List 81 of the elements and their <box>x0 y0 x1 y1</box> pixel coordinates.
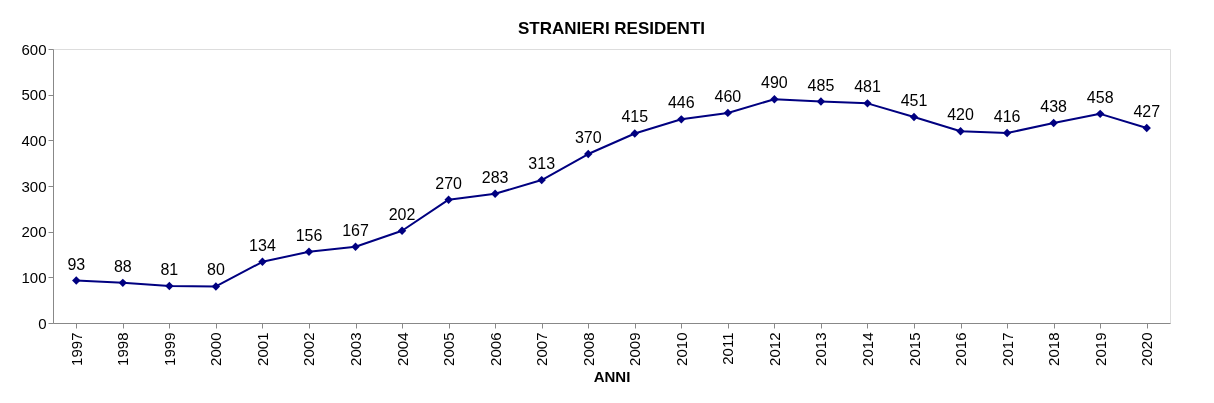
data-label: 156 <box>295 226 323 244</box>
x-tick-label: 2006 <box>486 332 504 366</box>
point <box>304 247 314 256</box>
point <box>956 127 965 136</box>
x-tick-label: 2011 <box>719 332 737 365</box>
point <box>1142 123 1151 133</box>
data-label: 93 <box>67 255 86 273</box>
x-tick-label: 2018 <box>1045 332 1063 366</box>
point <box>1002 128 1012 138</box>
point <box>816 97 826 106</box>
chart-title: STRANIERI RESIDENTI <box>517 19 706 38</box>
data-label: 427 <box>1133 103 1161 120</box>
y-tick-label: 300 <box>21 177 47 195</box>
point <box>258 257 267 266</box>
data-label: 313 <box>528 155 556 173</box>
data-label: 81 <box>160 261 179 279</box>
point <box>1049 118 1058 128</box>
data-label: 134 <box>249 236 276 254</box>
x-tick-label: 2002 <box>300 332 318 366</box>
data-label: 481 <box>854 78 881 96</box>
x-tick-label: 1997 <box>67 332 85 366</box>
y-tick-label: 100 <box>21 268 47 286</box>
data-label: 446 <box>667 94 695 112</box>
x-tick-label: 2010 <box>672 332 690 366</box>
y-tick-label: 0 <box>38 314 47 332</box>
data-label: 451 <box>900 92 928 110</box>
point <box>490 189 500 198</box>
x-tick-label: 2003 <box>347 332 365 366</box>
x-tick-label: 2017 <box>998 332 1016 366</box>
y-tick-label: 400 <box>21 131 47 149</box>
y-tick-label: 500 <box>21 86 47 104</box>
point <box>351 242 360 251</box>
point <box>165 281 174 291</box>
data-label: 283 <box>481 168 509 186</box>
point <box>863 99 872 108</box>
point <box>723 108 733 118</box>
data-label: 485 <box>807 76 835 94</box>
x-tick-label: 2019 <box>1091 332 1109 366</box>
x-tick-label: 2016 <box>952 332 970 366</box>
x-tick-label: 2020 <box>1138 332 1156 366</box>
point <box>909 112 919 122</box>
point <box>397 226 407 235</box>
x-tick-label: 2013 <box>812 332 830 366</box>
data-label: 420 <box>947 106 975 124</box>
data-label: 490 <box>761 74 788 92</box>
x-tick-label: 2005 <box>440 332 458 366</box>
data-label: 167 <box>342 221 369 239</box>
x-tick-label: 2000 <box>207 332 225 366</box>
x-tick-label: 2014 <box>858 332 876 366</box>
data-label: 202 <box>388 205 416 223</box>
point <box>1096 109 1105 119</box>
data-label: 370 <box>574 129 602 147</box>
point <box>118 278 127 287</box>
x-tick-label: 2009 <box>626 332 644 366</box>
x-tick-label: 2007 <box>533 332 551 366</box>
point <box>72 276 81 285</box>
data-label: 416 <box>993 108 1021 126</box>
data-label: 458 <box>1086 88 1114 106</box>
x-tick-label: 1998 <box>114 332 132 366</box>
data-label: 460 <box>714 87 742 105</box>
point <box>584 149 593 159</box>
data-label: 270 <box>435 174 463 192</box>
point <box>537 175 546 185</box>
x-tick-label: 2008 <box>579 332 597 366</box>
x-tick-label: 2012 <box>765 332 783 366</box>
y-tick-label: 600 <box>21 40 47 58</box>
point <box>630 129 639 138</box>
point <box>677 115 686 124</box>
x-tick-label: 2004 <box>393 332 411 366</box>
x-tick-label: 2015 <box>905 332 923 366</box>
x-tick-label: 1999 <box>160 332 178 366</box>
data-label: 438 <box>1040 97 1068 115</box>
point <box>211 282 221 291</box>
data-label: 88 <box>113 257 132 275</box>
point <box>444 195 453 204</box>
data-label: 80 <box>207 261 225 279</box>
x-axis-title: ANNI <box>593 367 631 385</box>
x-tick-label: 2001 <box>253 332 271 366</box>
point <box>770 95 779 104</box>
data-label: 415 <box>621 108 649 126</box>
y-tick-label: 200 <box>21 223 47 241</box>
